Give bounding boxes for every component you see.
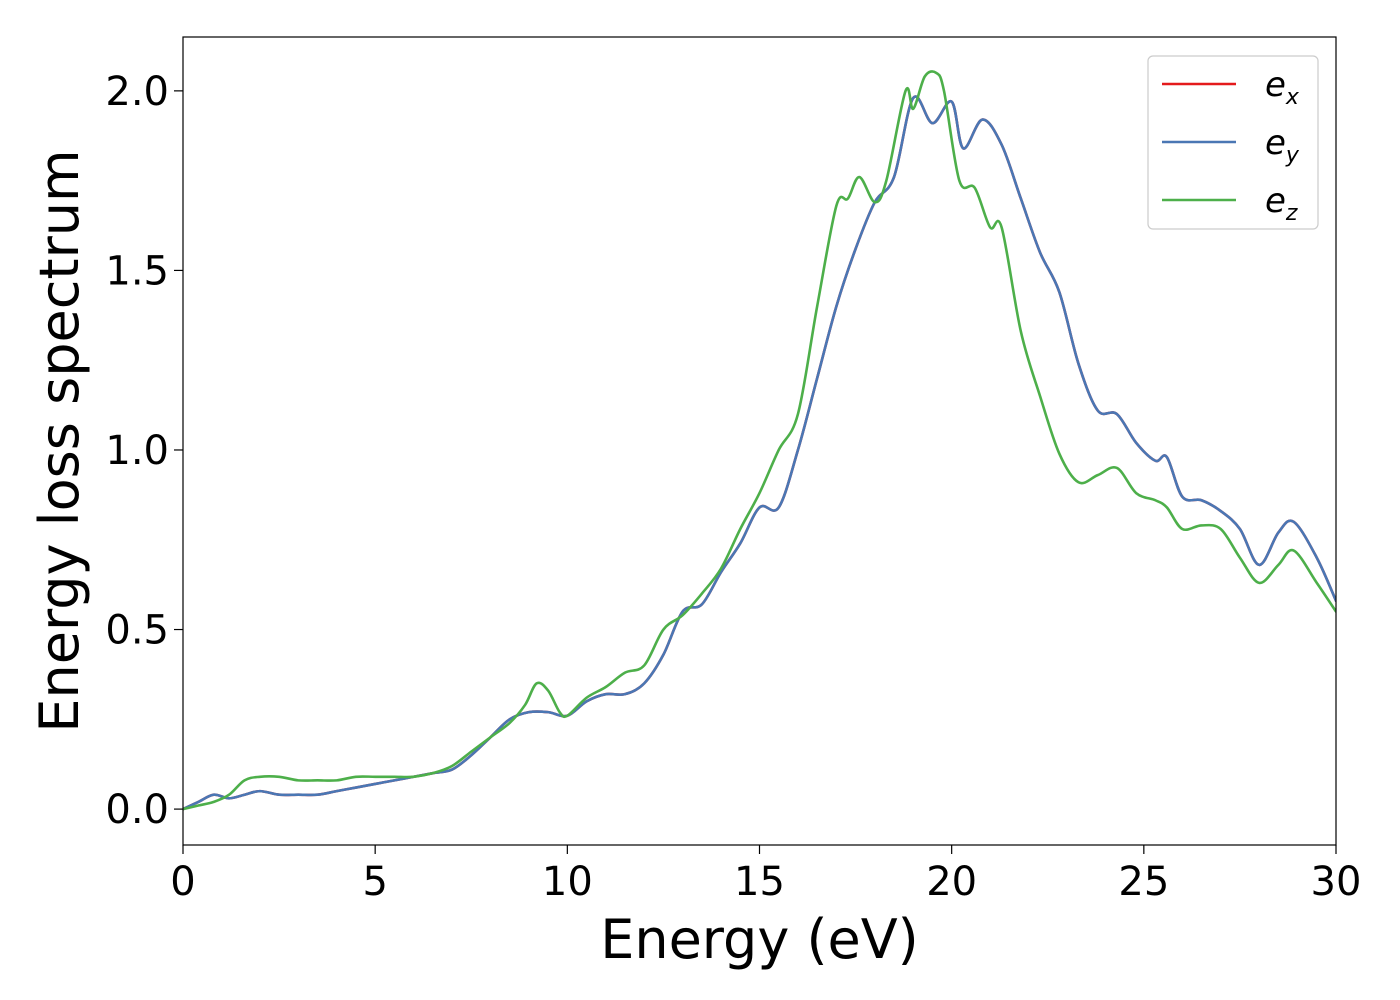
- y-tick-label: 1.5: [105, 248, 169, 294]
- x-tick-label: 20: [926, 859, 977, 905]
- legend-item-y: ey: [1162, 123, 1300, 168]
- y-axis: 0.0 0.5 1.0 1.5 2.0: [105, 69, 183, 833]
- legend-label: ey: [1265, 123, 1300, 168]
- plot-lines: [183, 70, 1336, 811]
- y-tick-label: 2.0: [105, 69, 169, 115]
- x-tick-label: 30: [1311, 859, 1362, 905]
- series-line-z: [183, 70, 1336, 811]
- y-tick-label: 0.0: [105, 787, 169, 833]
- legend: ex ey ez: [1147, 55, 1319, 230]
- legend-label: ex: [1265, 65, 1300, 110]
- legend-item-x: ex: [1162, 65, 1300, 110]
- x-tick-label: 5: [362, 859, 387, 905]
- legend-label: ez: [1265, 181, 1298, 226]
- x-tick-label: 0: [170, 859, 195, 905]
- x-tick-label: 15: [734, 859, 785, 905]
- x-tick-label: 10: [542, 859, 593, 905]
- x-axis: 0 5 10 15 20 25 30: [170, 845, 1361, 905]
- y-tick-label: 0.5: [105, 608, 169, 654]
- x-tick-label: 25: [1118, 859, 1169, 905]
- y-tick-label: 1.0: [105, 428, 169, 474]
- y-axis-label: Energy loss spectrum: [28, 149, 91, 732]
- x-axis-label: Energy (eV): [600, 908, 919, 971]
- series-line-y: [183, 95, 1336, 811]
- legend-item-z: ez: [1162, 181, 1298, 226]
